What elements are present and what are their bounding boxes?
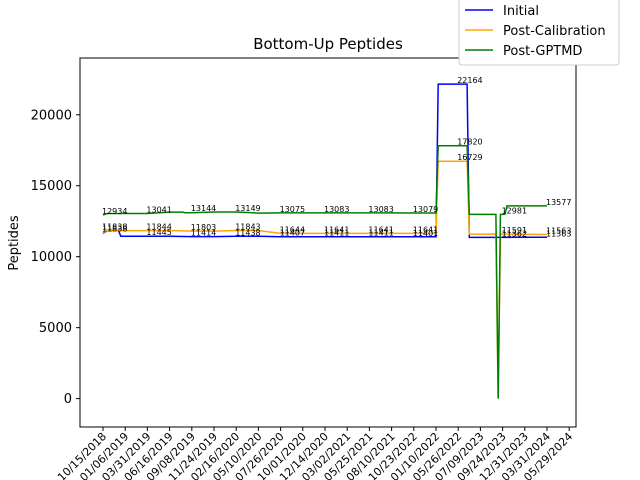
data-label: 11363 — [546, 229, 571, 238]
data-label: 13149 — [235, 204, 260, 213]
y-tick-label: 5000 — [39, 321, 72, 336]
data-label: 11591 — [502, 226, 527, 235]
data-label: 11803 — [191, 223, 216, 232]
data-label: 13041 — [146, 206, 171, 215]
chart-title: Bottom-Up Peptides — [253, 35, 403, 53]
legend-box — [458, 0, 620, 66]
data-label: 11641 — [324, 225, 349, 234]
legend-label-post-gptmd: Post-GPTMD — [503, 44, 582, 59]
data-label: 11844 — [146, 223, 171, 232]
data-label: 11362 — [502, 229, 527, 238]
y-axis: 0 5000 10000 15000 20000 — [31, 108, 80, 407]
data-label: 11843 — [235, 223, 260, 232]
data-label: 13083 — [324, 205, 349, 214]
data-label: 11401 — [413, 229, 438, 238]
data-label: 11641 — [368, 225, 393, 234]
data-label: 12981 — [502, 206, 527, 215]
y-tick-label: 10000 — [31, 250, 72, 265]
data-label: 11838 — [102, 223, 127, 232]
data-label: 11644 — [280, 225, 305, 234]
y-tick-label: 15000 — [31, 179, 72, 194]
data-label: 11407 — [280, 229, 305, 238]
data-label-layer: 1293411838118381304111844114451314411803… — [102, 76, 571, 238]
data-label: 13079 — [413, 205, 438, 214]
data-label: 13083 — [368, 205, 393, 214]
plot-frame — [79, 57, 577, 428]
y-tick-label: 20000 — [31, 108, 72, 123]
data-label: 13075 — [280, 205, 305, 214]
data-label: 11438 — [235, 228, 260, 237]
data-label: 11445 — [146, 228, 171, 237]
data-label: 11411 — [368, 229, 393, 238]
data-label: 13577 — [546, 198, 571, 207]
data-label: 13144 — [191, 204, 216, 213]
y-axis-label: Peptides — [7, 215, 22, 271]
data-label: 11838 — [102, 225, 127, 234]
data-label: 12934 — [102, 207, 127, 216]
legend: Initial Post-Calibration Post-GPTMD — [458, 0, 620, 66]
data-label: 11414 — [191, 229, 216, 238]
y-tick-label: 0 — [64, 392, 72, 407]
series-line-initial — [102, 83, 547, 239]
data-label: 11641 — [413, 225, 438, 234]
data-label: 11411 — [324, 229, 349, 238]
series-layer — [102, 83, 548, 399]
legend-label-post-calibration: Post-Calibration — [503, 24, 606, 39]
legend-label-initial: Initial — [503, 4, 539, 19]
data-label: 22164 — [457, 76, 482, 85]
data-label: 16729 — [457, 153, 482, 162]
series-line-post-gptmd — [102, 144, 547, 399]
plot-area — [80, 58, 576, 427]
data-label: 17820 — [457, 138, 482, 147]
data-label: 11563 — [546, 227, 571, 236]
